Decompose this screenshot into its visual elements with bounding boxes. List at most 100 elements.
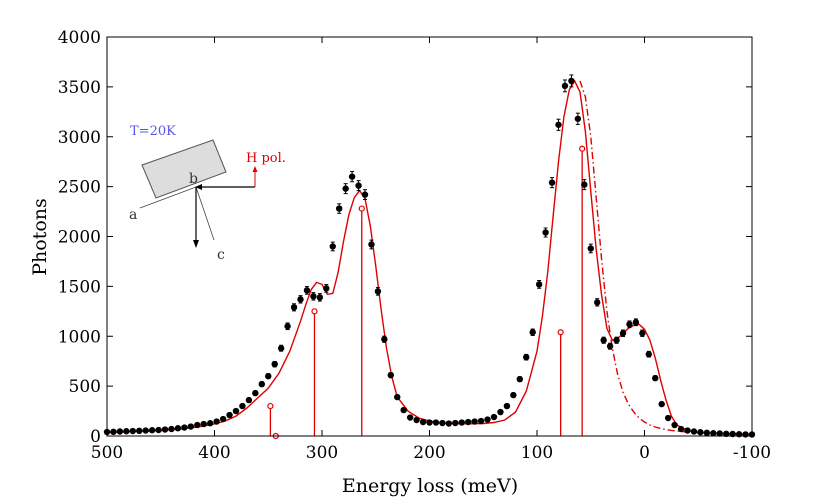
polarization-arrowhead [252,166,258,172]
data-point [594,299,601,306]
data-point [258,380,265,388]
data-point [148,427,156,434]
data-point [136,427,143,435]
data-point [490,413,498,421]
y-tick-label: 2000 [58,228,101,248]
data-point [542,229,549,236]
y-tick-label: 4000 [58,28,101,48]
data-point [697,429,704,436]
y-tick-label: 3000 [58,128,101,148]
data-point [555,121,562,128]
data-point [690,428,698,435]
data-point [432,419,440,426]
data-point [168,425,175,433]
data-point [723,430,730,438]
data-point [213,418,220,425]
data-point [664,414,672,422]
data-point [200,420,207,428]
data-point [561,82,569,90]
data-point [336,205,343,212]
data-point [323,285,330,292]
data-point [123,428,130,435]
scattered-beam-arrowhead [193,240,199,248]
data-point [568,77,575,85]
data-point [606,343,614,350]
data-point [290,304,298,311]
x-tick-label: 200 [413,443,445,463]
x-tick-label: 500 [91,443,123,463]
axes: 500 400 300 200 100 0 -10005001000150020002500… [58,28,771,463]
axis-c-arrow [195,186,215,241]
data-point [129,427,136,435]
data-point [181,424,188,431]
data-point [329,243,336,250]
data-point [316,294,324,301]
data-point [413,416,420,424]
data-point [484,416,491,423]
axis-c-label: c [217,247,225,263]
temperature-label: T=20K [130,124,176,139]
data-point [445,420,453,427]
data-point [232,407,240,415]
data-point [116,428,124,435]
data-point [406,414,414,421]
data-point [355,182,362,189]
data-point [703,429,711,437]
y-tick-label: 0 [90,427,101,447]
data-point [639,330,646,337]
data-point [497,408,504,416]
x-tick-label: -100 [733,443,771,463]
data-point [361,191,369,198]
data-point [535,281,543,288]
axis-a-label: a [129,207,137,223]
data-point [342,185,349,192]
data-point [710,430,717,437]
data-point [368,241,375,248]
data-point [219,415,227,423]
data-point [187,423,195,430]
data-point [303,287,311,294]
data-point [142,427,149,434]
data-point [271,360,278,368]
data-point [523,353,530,361]
data-point [400,406,407,414]
data-point [387,371,394,379]
data-point [277,345,285,352]
data-point [226,411,233,419]
data-point [297,296,304,303]
data-point [174,425,182,432]
data-point [658,400,665,408]
x-tick-label: 0 [639,443,650,463]
data-point [471,418,478,425]
y-axis-label: Photons [29,198,51,276]
data-point [239,402,246,410]
data-point [439,419,446,427]
x-tick-label: 300 [306,443,338,463]
data-point [194,421,201,429]
data-point [529,329,536,336]
data-point [284,323,291,330]
data-point [632,319,640,326]
stem-marker [358,205,365,212]
y-tick-label: 1000 [58,327,101,347]
data-point [394,393,401,401]
polarization-label: H pol. [246,151,286,166]
x-tick-label: 100 [521,443,553,463]
data-point [374,288,382,295]
y-tick-label: 2500 [58,178,101,198]
data-point [426,419,433,426]
plot-area [103,74,756,440]
data-point [684,427,691,434]
data-point [510,391,517,399]
data-point [626,321,633,328]
data-point [503,402,511,410]
data-point [671,421,678,429]
x-tick-label: 400 [198,443,230,463]
stem-marker [311,308,318,315]
data-point [677,425,685,433]
data-point [548,179,556,186]
data-point [155,426,162,434]
data-point [161,426,169,433]
